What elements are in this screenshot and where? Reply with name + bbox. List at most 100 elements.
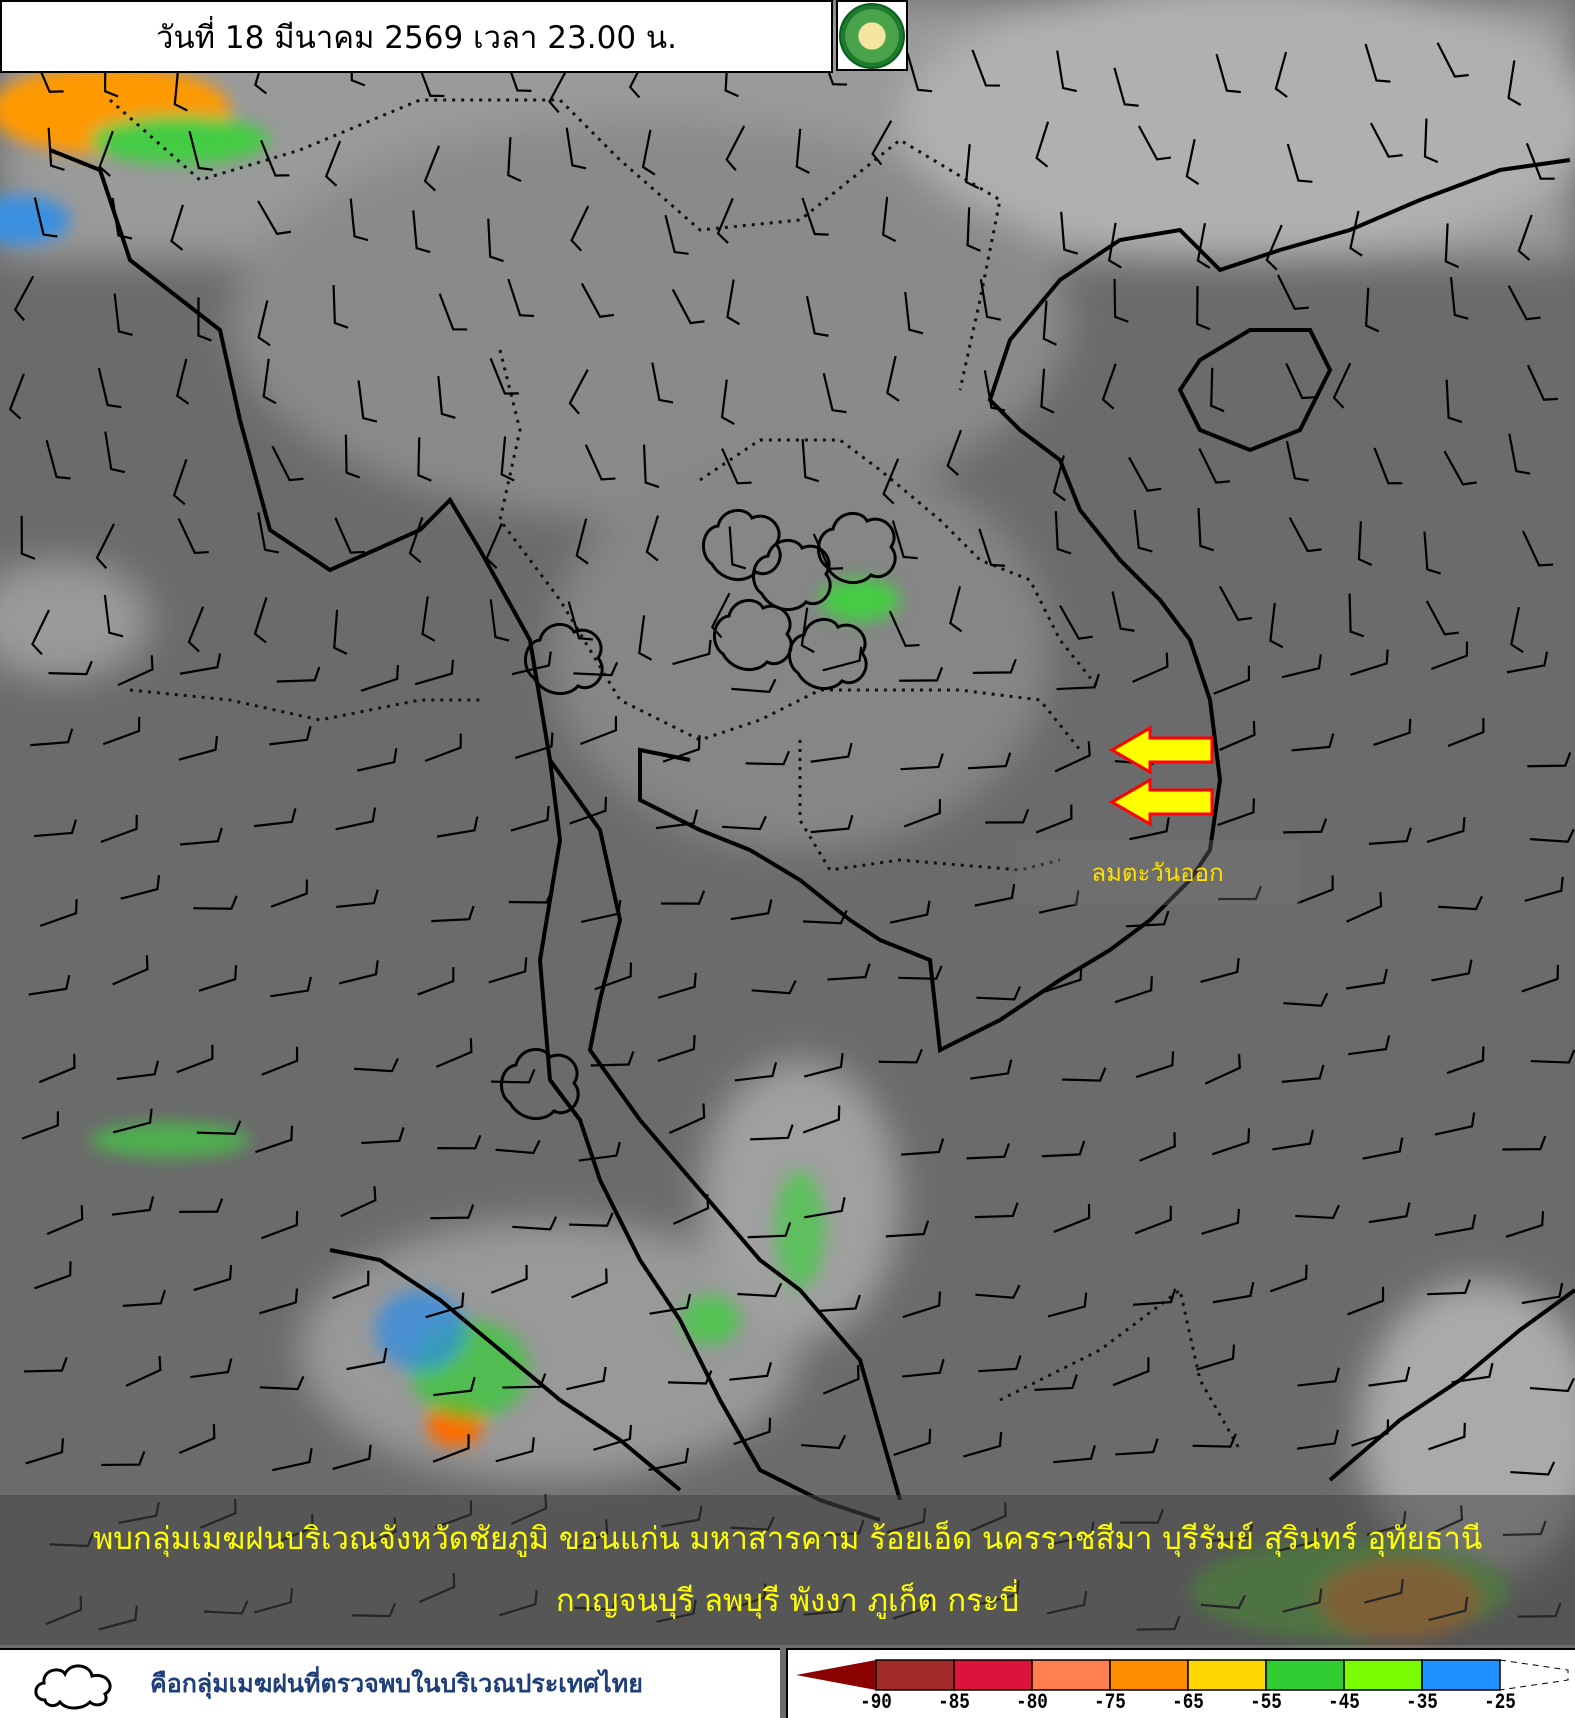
wind-barb bbox=[822, 1365, 860, 1395]
wind-barb bbox=[1296, 875, 1334, 905]
wind-barb bbox=[642, 444, 660, 489]
wind-barb bbox=[1197, 507, 1215, 552]
wind-barb bbox=[810, 814, 854, 834]
wind-barb bbox=[1217, 885, 1263, 901]
wind-barb bbox=[1196, 286, 1211, 331]
wind-barb bbox=[1447, 718, 1485, 748]
wind-barb bbox=[901, 1358, 945, 1378]
wind-barb bbox=[349, 198, 369, 242]
colorbar-swatch bbox=[875, 1659, 955, 1691]
wind-barb bbox=[98, 130, 114, 177]
wind-barb bbox=[1059, 605, 1093, 640]
wind-barb bbox=[1510, 606, 1524, 653]
wind-barb bbox=[113, 293, 133, 336]
wind-label: ลมตะวันออก bbox=[1015, 840, 1300, 905]
wind-barb bbox=[751, 980, 797, 995]
tmd-logo bbox=[836, 0, 908, 71]
colorbar-swatch bbox=[1265, 1659, 1345, 1691]
wind-barb bbox=[594, 962, 633, 991]
wind-barb bbox=[966, 207, 981, 252]
wind-barb bbox=[565, 127, 587, 170]
wind-barb bbox=[1056, 673, 1100, 691]
wind-barb bbox=[433, 1376, 476, 1397]
wind-barb bbox=[1368, 1366, 1411, 1387]
wind-barb bbox=[737, 1282, 783, 1298]
wind-barb bbox=[979, 279, 1002, 321]
wind-barb bbox=[430, 1204, 475, 1220]
wind-barb bbox=[1291, 733, 1335, 752]
wind-barb bbox=[822, 372, 847, 414]
wind-barb bbox=[257, 512, 280, 554]
wind-barb bbox=[270, 879, 309, 908]
wind-barb bbox=[1368, 1202, 1411, 1224]
wind-barb bbox=[1527, 752, 1572, 768]
wind-barb bbox=[508, 889, 553, 904]
rain-cloud-outline-icon bbox=[34, 1664, 112, 1710]
wind-barb bbox=[1265, 224, 1283, 271]
wind-barb bbox=[669, 1103, 706, 1134]
wind-barb bbox=[720, 379, 735, 425]
wind-barb bbox=[361, 1127, 405, 1145]
wind-barb bbox=[1053, 1444, 1096, 1464]
wind-barb bbox=[569, 1212, 614, 1227]
wind-barb bbox=[259, 1288, 299, 1315]
wind-barb bbox=[898, 965, 943, 980]
colorbar-swatch bbox=[1343, 1659, 1423, 1691]
wind-barb bbox=[356, 748, 398, 772]
wind-barb bbox=[985, 808, 1030, 824]
wind-barb bbox=[885, 1220, 930, 1238]
wind-barb bbox=[1035, 121, 1050, 168]
wind-barb bbox=[120, 875, 161, 900]
wind-barb bbox=[1035, 804, 1073, 834]
wind-barb bbox=[1431, 959, 1473, 982]
wind-barb bbox=[1529, 828, 1575, 843]
wind-barb bbox=[1510, 1461, 1556, 1476]
colorbar-tick-label: -55 bbox=[1250, 1690, 1282, 1715]
wind-barb bbox=[1288, 517, 1322, 553]
wind-barb bbox=[1348, 593, 1365, 638]
rain-cloud-marker bbox=[500, 1048, 580, 1120]
wind-barb bbox=[193, 895, 238, 910]
wind-barb bbox=[436, 816, 479, 838]
wind-barb bbox=[346, 1347, 388, 1371]
wind-barb bbox=[489, 357, 519, 395]
wind-barb bbox=[490, 1264, 528, 1294]
wind-barb bbox=[1107, 222, 1122, 269]
wind-barb bbox=[983, 370, 1006, 412]
wind-barb bbox=[1215, 53, 1241, 94]
wind-barb bbox=[1348, 1035, 1391, 1056]
wind-barb bbox=[1423, 531, 1442, 575]
wind-barb bbox=[871, 120, 893, 166]
wind-barb bbox=[580, 716, 618, 746]
wind-barb bbox=[1444, 223, 1460, 269]
wind-barb bbox=[580, 899, 622, 924]
wind-barb bbox=[575, 518, 589, 565]
wind-barb bbox=[580, 282, 615, 318]
wind-barb bbox=[122, 1289, 167, 1307]
wind-barb bbox=[1425, 600, 1459, 636]
wind-barb bbox=[1111, 591, 1135, 632]
wind-barb bbox=[103, 594, 124, 638]
wind-barb bbox=[1443, 450, 1478, 486]
wind-barb bbox=[1295, 1204, 1340, 1220]
wind-barb bbox=[655, 809, 699, 830]
wind-barb bbox=[899, 666, 944, 682]
rain-cloud-markers bbox=[500, 509, 897, 1120]
wind-barb bbox=[1369, 122, 1403, 158]
wind-barb bbox=[179, 827, 223, 846]
wind-barb bbox=[38, 1053, 76, 1084]
wind-barb bbox=[104, 431, 126, 474]
wind-barb bbox=[332, 1444, 372, 1470]
wind-barb bbox=[116, 1060, 160, 1081]
wind-barb bbox=[437, 1134, 482, 1150]
wind-barb bbox=[1269, 602, 1284, 649]
wind-barb bbox=[336, 889, 379, 909]
wind-barb bbox=[412, 210, 431, 254]
wind-barb bbox=[357, 380, 378, 423]
wind-barb bbox=[1373, 447, 1403, 485]
wind-barb bbox=[1044, 965, 1083, 993]
wind-barb bbox=[1521, 1282, 1564, 1305]
wind-barb bbox=[1529, 1377, 1575, 1393]
wind-barb bbox=[179, 1198, 224, 1213]
